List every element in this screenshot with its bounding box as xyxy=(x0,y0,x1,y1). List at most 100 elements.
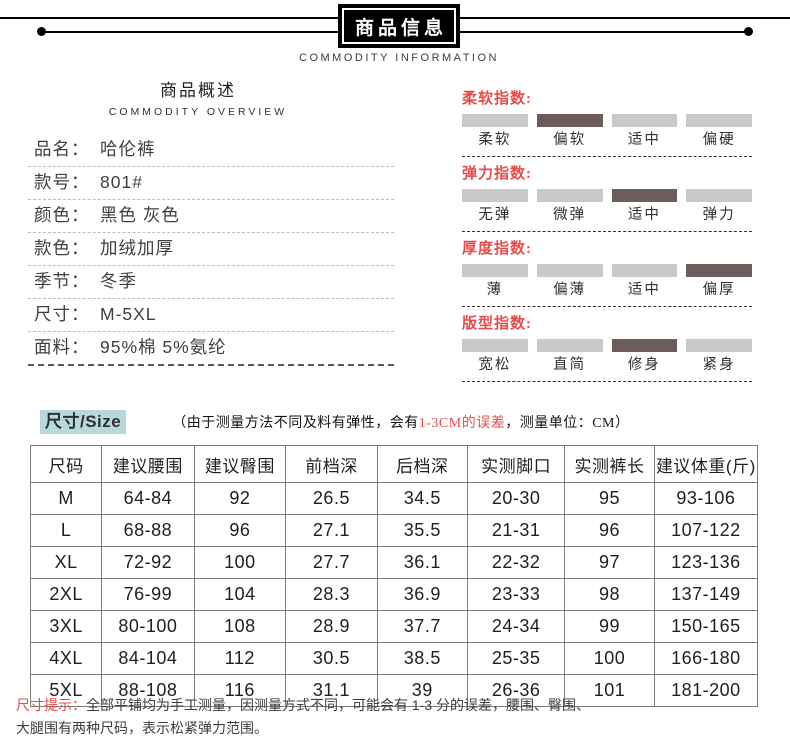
size-table-cell: 92 xyxy=(193,482,287,515)
index-bar-active xyxy=(686,264,752,277)
size-table-cell: 3XL xyxy=(29,610,103,643)
size-table-cell: 31.1 xyxy=(285,674,378,707)
index-title: 柔软指数: xyxy=(462,91,532,107)
size-table-cell: 108 xyxy=(193,610,287,643)
size-table-header-cell: 实测裤长 xyxy=(564,445,655,483)
index-bars xyxy=(462,339,752,352)
size-table-cell: L xyxy=(29,514,103,547)
overview-field-row: 季节： 冬季 xyxy=(28,266,394,299)
index-option-label: 适中 xyxy=(627,132,661,148)
overview-field-value: 801# xyxy=(100,172,143,192)
page-title: 商品信息 xyxy=(342,8,456,44)
size-table-cell: 26-36 xyxy=(466,674,566,707)
header-rule-right xyxy=(460,31,748,33)
size-table-cell: 95 xyxy=(564,482,655,515)
size-table-cell: 21-31 xyxy=(466,514,566,547)
overview-field-row: 颜色： 黑色 灰色 xyxy=(28,200,394,233)
index-options: 柔软 偏软 适中 偏硬 xyxy=(462,133,752,148)
size-table-cell: 27.7 xyxy=(285,546,378,579)
overview-field-label: 品名： xyxy=(34,139,90,159)
table-row: 5XL 88-108 116 31.1 39 26-36 101 181-200 xyxy=(29,674,759,707)
index-bars xyxy=(462,264,752,277)
index-bar xyxy=(611,114,678,127)
size-table-cell: 30.5 xyxy=(285,642,378,675)
header-rule-left xyxy=(41,31,338,33)
overview-field-row: 面料： 95%棉 5%氨纶 xyxy=(28,332,394,366)
size-table: 尺码 建议腰围 建议臀围 前档深 后档深 实测脚口 实测裤长 建议体重(斤) M 64-84 92… xyxy=(29,445,759,707)
index-bars xyxy=(462,114,752,127)
size-table-header-cell: 建议体重(斤) xyxy=(653,445,759,483)
index-option-label: 弹力 xyxy=(702,207,736,223)
size-table-cell: 25-35 xyxy=(466,642,566,675)
overview-field-value: 冬季 xyxy=(100,271,137,291)
size-table-cell: XL xyxy=(29,546,103,579)
table-row: 2XL 76-99 104 28.3 36.9 23-33 98 137-149 xyxy=(29,578,759,611)
size-table-cell: 38.5 xyxy=(376,642,468,675)
size-table-cell: 34.5 xyxy=(376,482,468,515)
index-bar-active xyxy=(536,114,603,127)
index-option-label: 宽松 xyxy=(478,357,512,373)
size-table-cell: 20-30 xyxy=(466,482,566,515)
size-table-cell: 80-100 xyxy=(101,610,195,643)
size-table-cell: 137-149 xyxy=(653,578,759,611)
size-table-header-cell: 建议臀围 xyxy=(193,445,287,483)
overview-field-row: 款号： 801# xyxy=(28,167,394,200)
size-table-cell: 28.3 xyxy=(285,578,378,611)
index-bar xyxy=(462,339,528,352)
size-tip-text2: 大腿围有两种尺码，表示松紧弹力范围。 xyxy=(16,720,268,736)
right-dot-icon xyxy=(744,27,753,36)
size-table-cell: 93-106 xyxy=(653,482,759,515)
size-table-cell: 112 xyxy=(193,642,287,675)
size-table-cell: 100 xyxy=(564,642,655,675)
size-table-cell: 27.1 xyxy=(285,514,378,547)
overview-subtitle: COMMODITY OVERVIEW xyxy=(108,106,288,118)
size-table-cell: 64-84 xyxy=(101,482,195,515)
size-table-cell: 68-88 xyxy=(101,514,195,547)
size-table-cell: 5XL xyxy=(29,674,103,707)
index-bar xyxy=(686,339,752,352)
index-option-label: 修身 xyxy=(627,357,661,373)
size-table-cell: 72-92 xyxy=(101,546,195,579)
overview-fields: 品名： 哈伦裤 款号： 801# 颜色： 黑色 灰色 款色： 加绒加厚 季节： 冬季 尺寸： M-5X… xyxy=(28,134,394,366)
size-tip-line1: 尺寸提示：全部平铺均为手工测量，因测量方式不同，可能会有 1-3 分的误差，腰围… xyxy=(16,694,776,717)
index-option-label: 紧身 xyxy=(702,357,736,373)
size-heading: 尺寸/Size （由于测量方法不同及料有弹性，会有1-3CM的误差，测量单位：C… xyxy=(30,410,758,436)
size-table-cell: 36.1 xyxy=(376,546,468,579)
size-table-cell: 104 xyxy=(193,578,287,611)
table-row: L 68-88 96 27.1 35.5 21-31 96 107-122 xyxy=(29,514,759,547)
index-options: 宽松 直简 修身 紧身 xyxy=(462,358,752,373)
size-table-header-cell: 尺码 xyxy=(29,445,103,483)
size-table-cell: 22-32 xyxy=(466,546,566,579)
index-bar xyxy=(462,114,528,127)
index-options: 薄 偏薄 适中 偏厚 xyxy=(462,283,752,298)
size-table-header-cell: 建议腰围 xyxy=(101,445,195,483)
size-table-cell: 23-33 xyxy=(466,578,566,611)
size-table-cell: 35.5 xyxy=(376,514,468,547)
size-table-cell: 101 xyxy=(564,674,655,707)
size-note: （由于测量方法不同及料有弹性，会有1-3CM的误差，测量单位：CM） xyxy=(172,412,629,436)
size-table-cell: 96 xyxy=(193,514,287,547)
overview-field-value: 95%棉 5%氨纶 xyxy=(100,337,227,357)
page-subtitle: COMMODITY INFORMATION xyxy=(299,52,499,64)
table-row: 4XL 84-104 112 30.5 38.5 25-35 100 166-180 xyxy=(29,642,759,675)
index-bar xyxy=(611,264,678,277)
size-table-cell: M xyxy=(29,482,103,515)
index-bar-active xyxy=(611,189,678,202)
overview-field-row: 尺寸： M-5XL xyxy=(28,299,394,332)
overview-field-value: 加绒加厚 xyxy=(100,238,174,258)
size-table-cell: 88-108 xyxy=(101,674,195,707)
title-banner: 商品信息 xyxy=(338,4,460,48)
size-table-cell: 37.7 xyxy=(376,610,468,643)
size-table-cell: 100 xyxy=(193,546,287,579)
size-table-cell: 116 xyxy=(193,674,287,707)
overview-field-label: 尺寸： xyxy=(34,304,90,324)
size-tip-label: 尺寸提示： xyxy=(16,697,86,713)
overview-field-label: 面料： xyxy=(34,337,90,357)
index-option-label: 柔软 xyxy=(478,132,512,148)
size-table-cell: 24-34 xyxy=(466,610,566,643)
index-bar xyxy=(536,264,603,277)
size-table-cell: 181-200 xyxy=(653,674,759,707)
size-note-prefix: （由于测量方法不同及料有弹性，会有 xyxy=(172,416,419,431)
size-table-cell: 166-180 xyxy=(653,642,759,675)
size-table-body: M 64-84 92 26.5 34.5 20-30 95 93-106 L 68-88 96 27.… xyxy=(29,482,759,707)
